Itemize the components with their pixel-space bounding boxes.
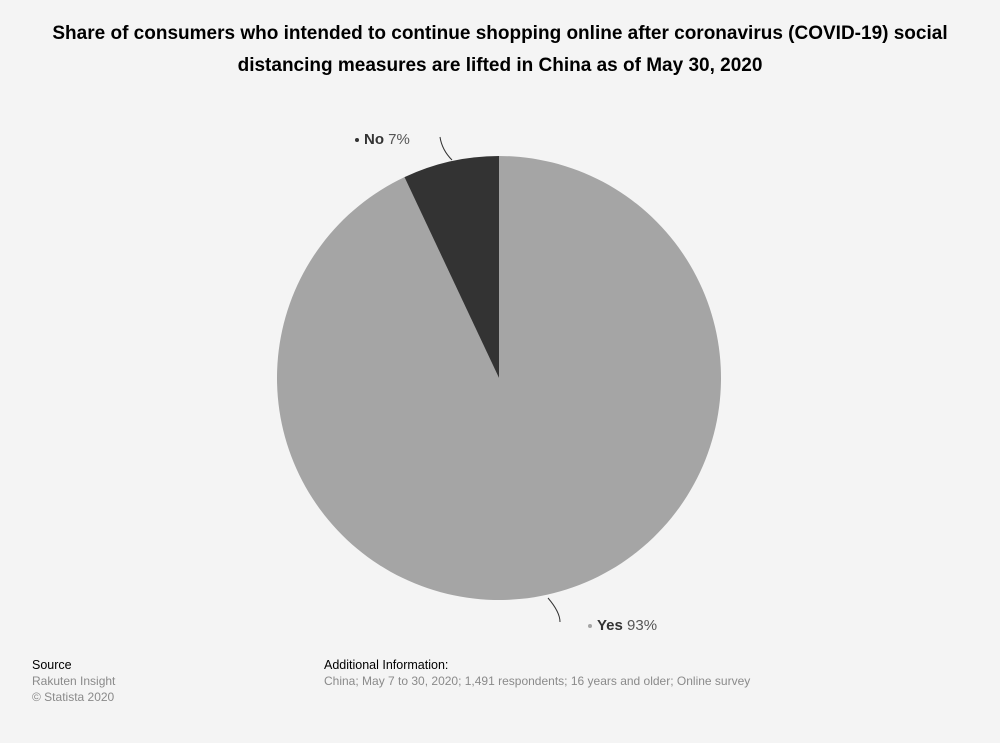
- pie-slice-no: [404, 156, 499, 378]
- chart-title: Share of consumers who intended to conti…: [52, 23, 948, 76]
- pie-slice-yes: [276, 156, 721, 601]
- additional-info-block: Additional Information: China; May 7 to …: [324, 657, 750, 689]
- leader-line-yes: [547, 597, 561, 623]
- source-line-1: Rakuten Insight: [32, 674, 116, 688]
- label-bullet-yes: [588, 624, 592, 628]
- label-bullet-no: [355, 138, 359, 142]
- leader-line-no: [439, 136, 453, 161]
- additional-info-text: China; May 7 to 30, 2020; 1,491 responde…: [324, 674, 751, 688]
- source-block: Source Rakuten Insight © Statista 2020: [32, 657, 115, 705]
- data-label-no: No 7%: [364, 131, 410, 148]
- data-label-yes: Yes 93%: [597, 617, 657, 634]
- source-heading: Source: [32, 658, 72, 672]
- source-line-2: © Statista 2020: [32, 690, 115, 704]
- additional-info-heading: Additional Information:: [324, 658, 449, 672]
